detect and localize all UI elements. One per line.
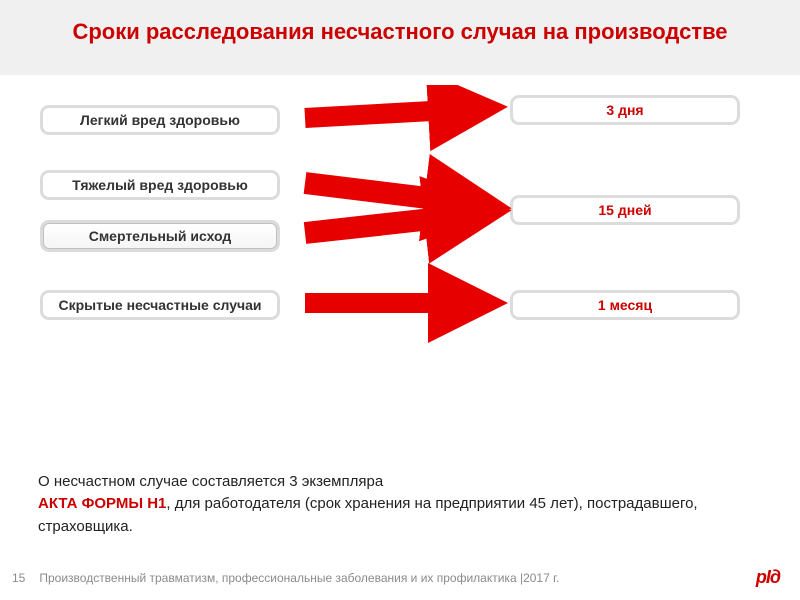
diagram-area: Легкий вред здоровью Тяжелый вред здоров… [0,85,800,405]
arrow-line [305,183,468,203]
header-band: Сроки расследования несчастного случая н… [0,0,800,75]
right-box: 1 месяц [510,290,740,320]
arrow-line [305,215,468,233]
footer-text: О несчастном случае составляется 3 экзем… [38,471,762,539]
page-number: 15 [12,571,25,585]
bottom-caption: Производственный травматизм, профессиона… [39,571,559,585]
left-box: Смертельный исход [40,220,280,252]
right-box-label: 1 месяц [513,293,737,317]
left-box-label: Тяжелый вред здоровью [43,173,277,197]
left-box-label: Легкий вред здоровью [43,108,277,132]
right-box: 15 дней [510,195,740,225]
left-box-label: Скрытые несчастные случаи [43,293,277,317]
left-box: Скрытые несчастные случаи [40,290,280,320]
left-box-label: Смертельный исход [43,223,277,249]
right-box-label: 3 дня [513,98,737,122]
left-box: Тяжелый вред здоровью [40,170,280,200]
right-box-label: 15 дней [513,198,737,222]
logo: рӀд [756,567,780,588]
arrow-line [305,109,468,118]
left-box: Легкий вред здоровью [40,105,280,135]
right-box: 3 дня [510,95,740,125]
bottom-bar: 15 Производственный травматизм, професси… [0,567,800,588]
footer-act-label: АКТА ФОРМЫ Н1 [38,495,166,512]
footer-line1: О несчастном случае составляется 3 экзем… [38,473,383,490]
page-title: Сроки расследования несчастного случая н… [40,18,760,47]
